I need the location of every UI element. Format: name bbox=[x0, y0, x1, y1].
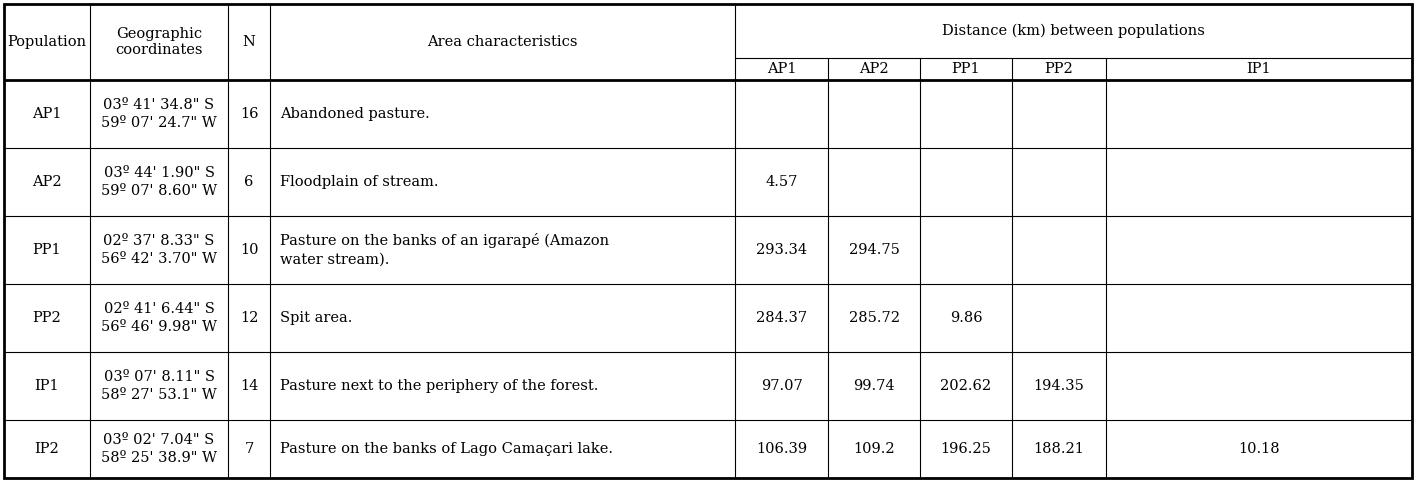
Text: PP2: PP2 bbox=[1045, 62, 1073, 76]
Text: 109.2: 109.2 bbox=[854, 442, 895, 456]
Text: 16: 16 bbox=[239, 107, 258, 121]
Text: 188.21: 188.21 bbox=[1034, 442, 1085, 456]
Text: IP2: IP2 bbox=[34, 442, 59, 456]
Text: 10.18: 10.18 bbox=[1238, 442, 1280, 456]
Text: 7: 7 bbox=[245, 442, 253, 456]
Text: Pasture on the banks of an igarapé (Amazon
water stream).: Pasture on the banks of an igarapé (Amaz… bbox=[280, 233, 609, 267]
Text: Floodplain of stream.: Floodplain of stream. bbox=[280, 175, 439, 189]
Text: PP1: PP1 bbox=[33, 243, 61, 257]
Text: 03º 41' 34.8" S
59º 07' 24.7" W: 03º 41' 34.8" S 59º 07' 24.7" W bbox=[101, 98, 217, 130]
Text: AP1: AP1 bbox=[766, 62, 796, 76]
Text: 02º 37' 8.33" S
56º 42' 3.70" W: 02º 37' 8.33" S 56º 42' 3.70" W bbox=[101, 234, 217, 266]
Text: PP1: PP1 bbox=[952, 62, 980, 76]
Text: Pasture next to the periphery of the forest.: Pasture next to the periphery of the for… bbox=[280, 379, 599, 393]
Text: 03º 02' 7.04" S
58º 25' 38.9" W: 03º 02' 7.04" S 58º 25' 38.9" W bbox=[101, 433, 217, 465]
Text: 9.86: 9.86 bbox=[950, 311, 983, 325]
Text: N: N bbox=[242, 35, 255, 49]
Text: 202.62: 202.62 bbox=[940, 379, 991, 393]
Text: AP2: AP2 bbox=[860, 62, 889, 76]
Text: PP2: PP2 bbox=[33, 311, 61, 325]
Text: 4.57: 4.57 bbox=[765, 175, 797, 189]
Text: Pasture on the banks of Lago Camaçari lake.: Pasture on the banks of Lago Camaçari la… bbox=[280, 442, 613, 456]
Text: 6: 6 bbox=[245, 175, 253, 189]
Text: 285.72: 285.72 bbox=[848, 311, 899, 325]
Text: Distance (km) between populations: Distance (km) between populations bbox=[942, 24, 1205, 38]
Text: Spit area.: Spit area. bbox=[280, 311, 353, 325]
Text: IP1: IP1 bbox=[1246, 62, 1272, 76]
Text: Geographic
coordinates: Geographic coordinates bbox=[115, 27, 202, 57]
Text: 14: 14 bbox=[239, 379, 258, 393]
Text: 12: 12 bbox=[239, 311, 258, 325]
Text: Abandoned pasture.: Abandoned pasture. bbox=[280, 107, 429, 121]
Text: Population: Population bbox=[7, 35, 86, 49]
Text: 03º 44' 1.90" S
59º 07' 8.60" W: 03º 44' 1.90" S 59º 07' 8.60" W bbox=[101, 166, 217, 198]
Text: 02º 41' 6.44" S
56º 46' 9.98" W: 02º 41' 6.44" S 56º 46' 9.98" W bbox=[101, 302, 217, 334]
Text: 99.74: 99.74 bbox=[854, 379, 895, 393]
Text: 196.25: 196.25 bbox=[940, 442, 991, 456]
Text: 10: 10 bbox=[239, 243, 258, 257]
Text: 284.37: 284.37 bbox=[756, 311, 807, 325]
Text: 106.39: 106.39 bbox=[756, 442, 807, 456]
Text: Area characteristics: Area characteristics bbox=[428, 35, 578, 49]
Text: AP1: AP1 bbox=[33, 107, 62, 121]
Text: 294.75: 294.75 bbox=[848, 243, 899, 257]
Text: IP1: IP1 bbox=[34, 379, 59, 393]
Text: AP2: AP2 bbox=[33, 175, 62, 189]
Text: 293.34: 293.34 bbox=[756, 243, 807, 257]
Text: 97.07: 97.07 bbox=[760, 379, 803, 393]
Text: 194.35: 194.35 bbox=[1034, 379, 1085, 393]
Text: 03º 07' 8.11" S
58º 27' 53.1" W: 03º 07' 8.11" S 58º 27' 53.1" W bbox=[101, 370, 217, 402]
